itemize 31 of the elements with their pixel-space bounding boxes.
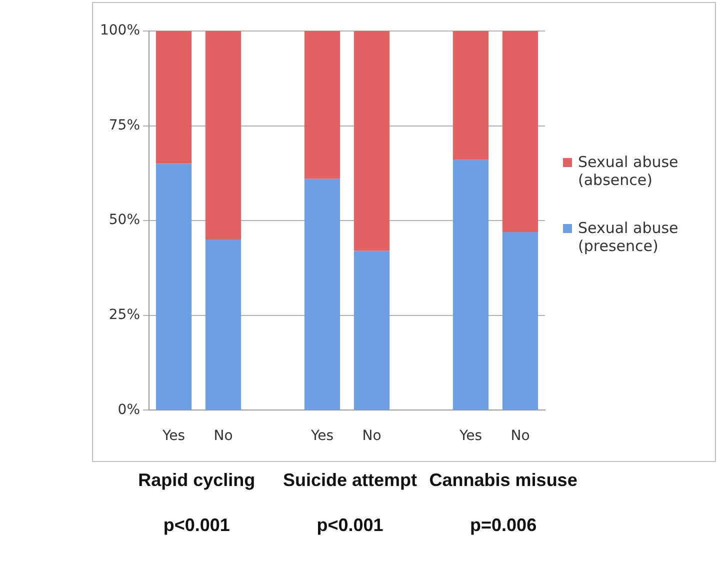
- bar: [502, 232, 538, 410]
- x-tick-label: No: [510, 428, 530, 444]
- text: Cannabis misuse: [428, 470, 578, 491]
- bar: [304, 31, 340, 179]
- y-tick-label: 100%: [100, 22, 140, 39]
- x-tick-label: Yes: [310, 428, 334, 444]
- y-tick-label: 25%: [108, 307, 140, 324]
- bar: [304, 178, 340, 410]
- x-tick-label: No: [362, 428, 382, 444]
- bar: [452, 31, 489, 160]
- bar: [205, 31, 242, 240]
- y-tick-label: 75%: [108, 117, 140, 134]
- bar: [502, 31, 538, 232]
- x-tick-label: Yes: [161, 428, 186, 444]
- bar: [156, 164, 192, 410]
- bar: [156, 31, 192, 164]
- text: Suicide attempt: [282, 470, 418, 491]
- y-tick-label: 0%: [118, 402, 140, 418]
- legend-label: Sexual abuse (presence): [578, 219, 680, 255]
- bar: [452, 160, 489, 410]
- text: p<0.001: [162, 515, 231, 536]
- text: p<0.001: [316, 515, 384, 536]
- x-tick-label: Yes: [458, 428, 482, 444]
- x-tick-label: No: [214, 428, 233, 444]
- text: p=0.006: [469, 515, 538, 536]
- y-tick-label: 50%: [108, 212, 140, 228]
- bar: [354, 31, 390, 251]
- bar: [354, 250, 390, 410]
- bar: [205, 240, 242, 410]
- text: Rapid cycling: [137, 470, 256, 491]
- legend-label: Sexual abuse (absence): [578, 153, 680, 189]
